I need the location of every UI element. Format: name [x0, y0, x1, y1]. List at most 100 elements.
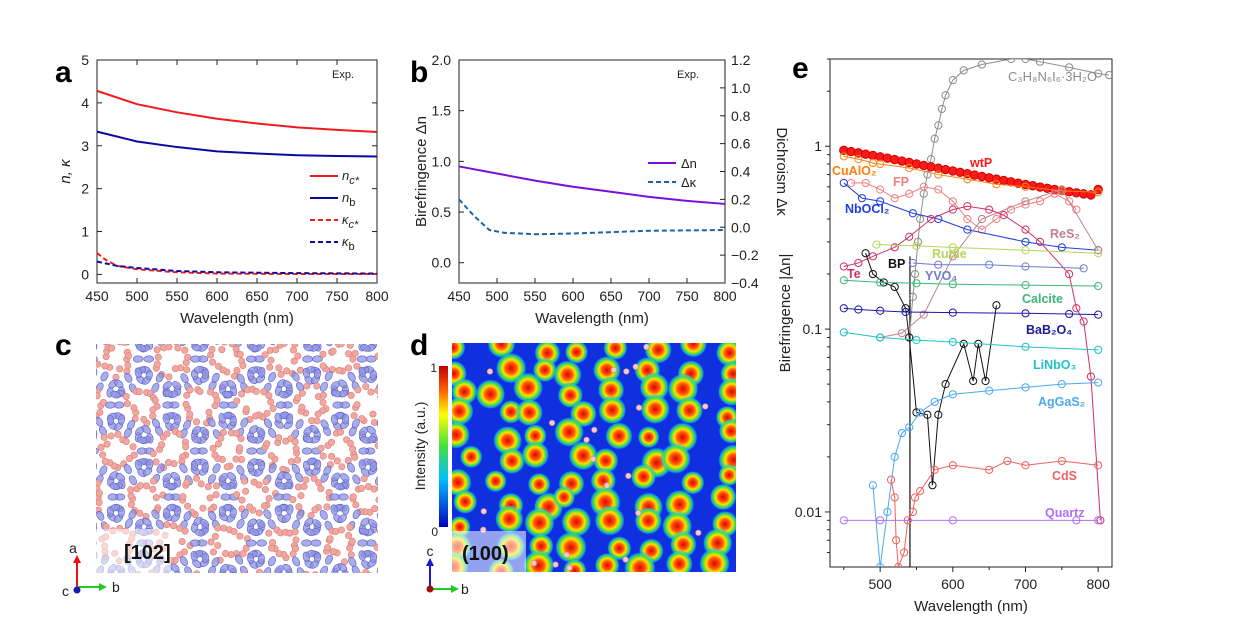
data-point [908, 292, 917, 302]
charge-density-lobe [207, 326, 218, 338]
series-label: FP [893, 175, 909, 189]
phosphorus-atom [310, 474, 318, 482]
panel-letter-e: e [792, 52, 809, 85]
data-point [981, 376, 990, 386]
data-point [1094, 345, 1103, 354]
data-point [872, 240, 881, 249]
charge-density-lobe [346, 612, 356, 624]
phosphorus-atom [318, 321, 324, 327]
phosphorus-atom [42, 548, 48, 554]
phosphorus-atom [236, 532, 244, 540]
phosphorus-atom [135, 388, 143, 396]
label-main: n [342, 190, 349, 205]
phosphorus-atom [158, 441, 166, 449]
series-line [880, 188, 1099, 338]
density-blob [679, 343, 708, 358]
data-point [948, 390, 957, 399]
data-point [923, 170, 932, 179]
phosphorus-atom [221, 344, 228, 346]
density-blob [498, 447, 526, 475]
charge-density-lobe [268, 372, 277, 383]
phosphorus-atom [72, 353, 78, 359]
phosphorus-atom [353, 401, 361, 409]
charge-density-lobe [192, 332, 204, 343]
phosphorus-atom [315, 576, 321, 582]
charge-density-lobe [79, 366, 91, 376]
phosphorus-atom [432, 407, 438, 413]
phosphorus-atom [248, 329, 254, 335]
charge-density-lobe [28, 424, 40, 435]
phosphorus-atom [208, 595, 214, 601]
phosphorus-atom [420, 510, 426, 516]
atom [632, 363, 639, 370]
charge-density-lobe [391, 574, 403, 584]
series-line [876, 244, 1099, 254]
colorbar [439, 366, 448, 527]
density-blob [515, 398, 544, 427]
data-point [912, 336, 921, 345]
phosphorus-atom [275, 364, 283, 372]
density-blob [715, 343, 736, 367]
data-point [1104, 70, 1112, 80]
data-point [1079, 317, 1088, 326]
charge-density-lobe [351, 418, 360, 429]
charge-density-lobe [96, 522, 97, 533]
phosphorus-atom [146, 602, 152, 608]
phosphorus-atom [324, 544, 332, 552]
charge-density-lobe [358, 366, 366, 378]
charge-density-lobe [38, 381, 48, 393]
charge-density-lobe [312, 519, 322, 528]
charge-density-lobe [183, 419, 192, 430]
charge-density-lobe [85, 374, 97, 385]
phosphorus-atom [404, 501, 410, 507]
data-point [1057, 185, 1066, 194]
phosphorus-atom [46, 541, 52, 547]
charge-density-lobe [366, 425, 376, 435]
phosphorus-atom [289, 496, 297, 504]
charge-density-lobe [376, 512, 378, 522]
phosphorus-atom [154, 353, 162, 361]
phosphorus-atom [319, 398, 327, 406]
charge-density-lobe [369, 552, 378, 563]
charge-density-lobe [70, 380, 81, 392]
charge-density-lobe [434, 557, 444, 569]
phosphorus-atom [388, 466, 394, 472]
data-point [1094, 461, 1103, 470]
charge-density-lobe [54, 411, 66, 421]
charge-density-lobe [258, 617, 266, 628]
phosphorus-atom [364, 483, 372, 491]
phosphorus-atom [44, 357, 50, 363]
axis-label-a: a [69, 540, 77, 556]
phosphorus-atom [374, 352, 378, 360]
phosphorus-atom [240, 477, 248, 485]
phosphorus-atom [324, 598, 330, 604]
phosphorus-atom [81, 388, 87, 394]
data-point [908, 209, 917, 218]
axis-label-c: c [427, 543, 434, 559]
data-point [941, 380, 950, 389]
charge-density-lobe [295, 325, 305, 337]
phosphorus-atom [199, 504, 207, 512]
charge-density-lobe [338, 379, 348, 389]
charge-density-lobe [246, 276, 254, 287]
phosphorus-atom [74, 441, 80, 447]
charge-density-lobe [52, 494, 62, 501]
phosphorus-atom [76, 537, 82, 543]
charge-density-lobe [50, 477, 58, 488]
charge-density-lobe [135, 333, 147, 344]
phosphorus-atom [96, 392, 101, 400]
data-point [985, 260, 994, 269]
charge-density-lobe [414, 373, 426, 384]
charge-density-lobe [426, 277, 434, 288]
phosphorus-atom [82, 325, 88, 331]
charge-density-lobe [96, 344, 98, 351]
series-label: CuAlO₂ [832, 164, 876, 178]
y-tick-label: 0.0 [432, 255, 452, 271]
phosphorus-atom [267, 593, 273, 599]
phosphorus-atom [298, 403, 306, 411]
density-blob [521, 440, 550, 469]
x-tick-label: 700 [637, 288, 661, 304]
phosphorus-atom [73, 593, 79, 599]
phosphorus-atom [123, 592, 129, 598]
data-point [1021, 383, 1030, 392]
